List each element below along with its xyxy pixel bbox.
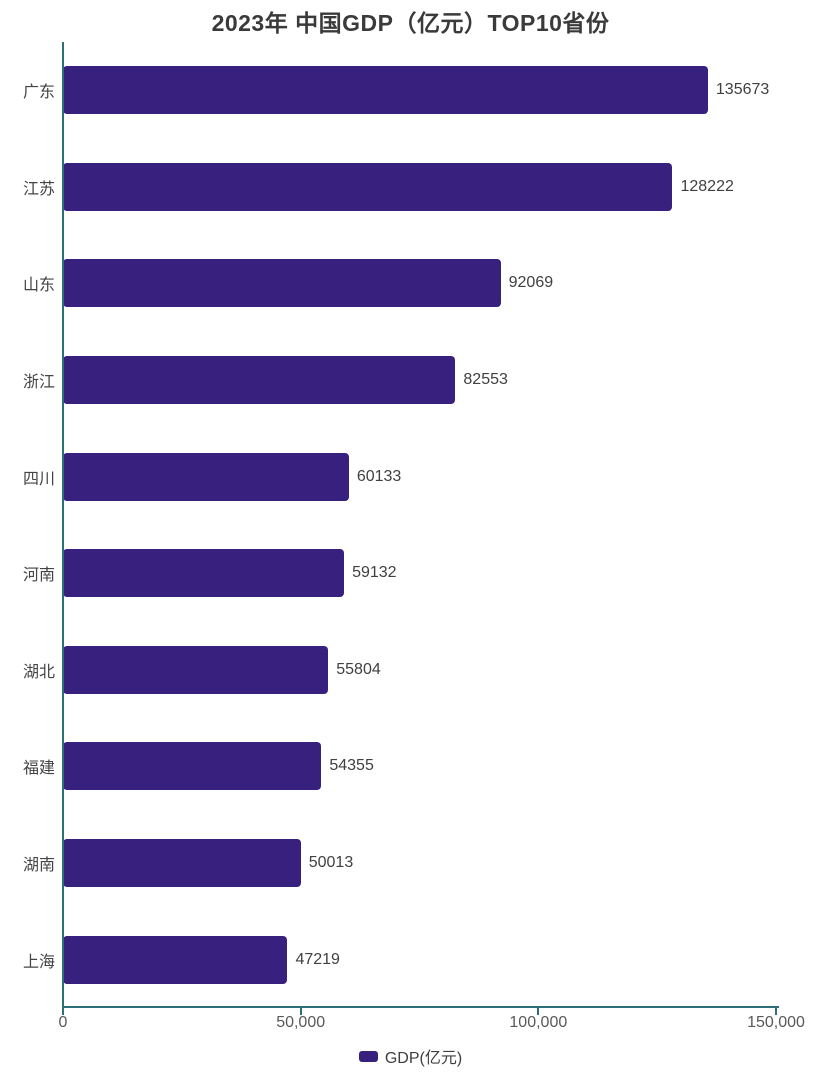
- bar-track: 59132: [63, 549, 776, 598]
- x-axis-tick: [299, 1008, 302, 1015]
- category-label: 山东: [22, 277, 55, 295]
- x-axis-tick-label: 50,000: [276, 1014, 326, 1031]
- chart-title: 2023年 中国GDP（亿元）TOP10省份: [211, 10, 610, 36]
- gdp-bar: [63, 162, 673, 211]
- bar-track: 82553: [63, 356, 776, 405]
- bar-row: 四川 60133: [0, 428, 821, 525]
- bar-row: 湖北 55804: [0, 622, 821, 719]
- bar-track: 60133: [63, 452, 776, 501]
- x-axis-tick: [62, 1008, 64, 1015]
- category-label: 福建: [22, 760, 55, 778]
- x-axis-tick: [537, 1008, 540, 1015]
- bar-row: 湖南 50013: [0, 815, 821, 912]
- x-axis-tick-label: 150,000: [747, 1014, 805, 1031]
- legend-label: GDP(亿元): [384, 1050, 463, 1067]
- x-axis-line: [62, 1006, 779, 1008]
- bar-track: 54355: [63, 742, 776, 791]
- category-label: 湖北: [22, 663, 55, 681]
- value-label: 135673: [715, 81, 770, 99]
- legend-swatch: [358, 1050, 378, 1062]
- bar-track: 55804: [63, 645, 776, 694]
- bar-track: 50013: [63, 839, 776, 888]
- category-label: 河南: [22, 567, 55, 585]
- x-axis-tick-label: 100,000: [509, 1014, 568, 1031]
- category-label: 江苏: [22, 180, 55, 198]
- value-label: 128222: [680, 177, 734, 195]
- bar-row: 河南 59132: [0, 525, 821, 622]
- bar-row: 广东 135673: [0, 42, 821, 139]
- gdp-bar: [63, 935, 288, 984]
- category-label: 浙江: [22, 374, 55, 392]
- gdp-bar: [63, 742, 322, 791]
- bar-track: 128222: [63, 162, 776, 211]
- value-label: 50013: [308, 854, 354, 872]
- value-label: 59132: [352, 564, 397, 582]
- value-label: 60133: [356, 467, 402, 485]
- bar-rows: 广东 135673 江苏 128222 山东 92069 浙江 82553 四川 60133 河南 5…: [0, 42, 821, 1008]
- bar-row: 福建 54355: [0, 718, 821, 815]
- bar-row: 上海 47219: [0, 911, 821, 1008]
- gdp-bar: [63, 549, 345, 598]
- legend: GDP(亿元): [0, 1044, 821, 1068]
- gdp-bar: [63, 839, 301, 888]
- value-label: 47219: [295, 950, 340, 968]
- value-label: 92069: [508, 274, 554, 292]
- value-label: 55804: [336, 660, 381, 678]
- bar-row: 浙江 82553: [0, 332, 821, 429]
- category-label: 广东: [22, 84, 55, 102]
- y-axis-line: [62, 42, 64, 1008]
- category-label: 四川: [22, 470, 55, 488]
- category-label: 湖南: [22, 857, 55, 875]
- gdp-bar: [63, 259, 501, 308]
- bar-row: 江苏 128222: [0, 139, 821, 236]
- value-label: 82553: [463, 371, 508, 389]
- x-axis-tick-label: 0: [58, 1014, 68, 1031]
- x-axis-tick: [775, 1008, 777, 1015]
- bar-track: 135673: [63, 66, 776, 115]
- gdp-bar: [63, 452, 349, 501]
- bar-row: 山东 92069: [0, 235, 821, 332]
- gdp-bar: [63, 66, 708, 115]
- bar-track: 47219: [63, 935, 776, 984]
- gdp-bar: [63, 356, 456, 405]
- gdp-bar: [63, 645, 329, 694]
- value-label: 54355: [329, 757, 374, 775]
- bar-track: 92069: [63, 259, 776, 308]
- category-label: 上海: [22, 953, 55, 971]
